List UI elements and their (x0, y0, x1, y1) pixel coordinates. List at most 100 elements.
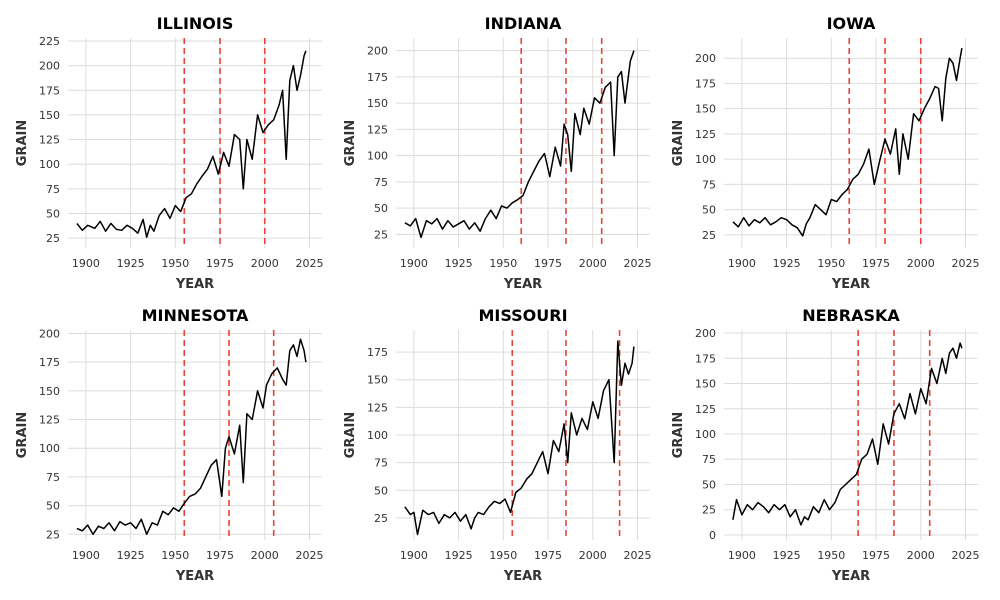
x-tick-label: 1925 (773, 257, 801, 270)
y-tick-label: 100 (39, 158, 60, 171)
y-axis-label: GRAIN (343, 120, 358, 166)
y-tick-label: 50 (46, 207, 60, 220)
chart-title: ILLINOIS (157, 14, 234, 33)
y-tick-label: 200 (367, 45, 388, 58)
y-axis-label: GRAIN (671, 120, 686, 166)
y-tick-label: 100 (695, 153, 716, 166)
x-tick-label: 1900 (728, 549, 756, 562)
x-tick-label: 1950 (817, 549, 845, 562)
y-tick-label: 175 (695, 352, 716, 365)
x-tick-label: 2000 (251, 549, 279, 562)
series-line (76, 338, 307, 536)
x-tick-label: 2025 (295, 257, 323, 270)
x-axis-label: YEAR (175, 277, 214, 292)
x-tick-label: 1925 (445, 549, 473, 562)
y-tick-label: 50 (702, 478, 716, 491)
y-tick-label: 75 (702, 453, 716, 466)
x-axis-label: YEAR (831, 277, 870, 292)
y-tick-label: 150 (39, 385, 60, 398)
x-tick-label: 2000 (579, 257, 607, 270)
y-tick-label: 0 (709, 529, 716, 542)
x-tick-label: 2000 (907, 257, 935, 270)
x-tick-label: 1900 (72, 257, 100, 270)
y-tick-label: 75 (374, 457, 388, 470)
series-line (732, 342, 963, 526)
x-tick-label: 1975 (206, 549, 234, 562)
y-tick-label: 150 (39, 109, 60, 122)
x-tick-label: 1950 (161, 257, 189, 270)
y-tick-label: 25 (46, 528, 60, 541)
chart-panel-nebraska: 1900 1925 1950 1975 2000 2025 0 25 50 75 100 125 150… (671, 306, 979, 584)
y-tick-label: 175 (367, 346, 388, 359)
y-tick-label: 25 (374, 512, 388, 525)
y-tick-label: 150 (367, 374, 388, 387)
chart-panel-illinois: 1900 1925 1950 1975 2000 2025 25 50 75 100 125 150 1… (15, 14, 323, 292)
y-tick-label: 100 (367, 150, 388, 163)
x-tick-label: 2000 (907, 549, 935, 562)
chart-title: MISSOURI (478, 306, 567, 325)
y-tick-label: 75 (374, 176, 388, 189)
y-tick-label: 125 (39, 134, 60, 147)
y-tick-label: 125 (367, 401, 388, 414)
x-axis-label: YEAR (503, 277, 542, 292)
y-tick-label: 100 (367, 429, 388, 442)
y-tick-label: 50 (702, 204, 716, 217)
y-axis-label: GRAIN (15, 412, 30, 458)
series-line (404, 50, 635, 239)
x-tick-label: 1975 (862, 549, 890, 562)
y-tick-label: 225 (39, 35, 60, 48)
y-tick-label: 50 (374, 484, 388, 497)
x-tick-label: 1925 (773, 549, 801, 562)
y-axis-label: GRAIN (671, 412, 686, 458)
x-tick-label: 2025 (295, 549, 323, 562)
x-tick-label: 1925 (117, 257, 145, 270)
x-tick-label: 1900 (400, 257, 428, 270)
y-tick-label: 175 (367, 71, 388, 84)
y-tick-label: 25 (702, 504, 716, 517)
y-tick-label: 125 (367, 123, 388, 136)
y-tick-label: 125 (695, 128, 716, 141)
x-tick-label: 1900 (400, 549, 428, 562)
y-tick-label: 25 (46, 232, 60, 245)
y-tick-label: 150 (367, 97, 388, 110)
x-tick-label: 1950 (817, 257, 845, 270)
x-tick-label: 1975 (534, 257, 562, 270)
y-tick-label: 200 (39, 60, 60, 73)
y-tick-label: 75 (46, 183, 60, 196)
x-tick-label: 1975 (534, 549, 562, 562)
x-tick-label: 1900 (728, 257, 756, 270)
x-tick-label: 2025 (951, 549, 979, 562)
chart-title: IOWA (827, 14, 876, 33)
x-tick-label: 2000 (251, 257, 279, 270)
y-tick-label: 25 (702, 229, 716, 242)
y-tick-label: 100 (695, 428, 716, 441)
x-axis-label: YEAR (831, 569, 870, 584)
x-tick-label: 2000 (579, 549, 607, 562)
series-line (404, 340, 635, 536)
y-tick-label: 125 (39, 414, 60, 427)
x-tick-label: 1975 (862, 257, 890, 270)
y-tick-label: 200 (695, 52, 716, 65)
chart-title: NEBRASKA (802, 306, 900, 325)
x-tick-label: 2025 (623, 257, 651, 270)
chart-panel-indiana: 1900 1925 1950 1975 2000 2025 25 50 75 100 125 150 1… (343, 14, 651, 292)
y-tick-label: 150 (695, 103, 716, 116)
chart-panel-missouri: 1900 1925 1950 1975 2000 2025 25 50 75 100 125 150 1… (343, 306, 651, 584)
chart-title: MINNESOTA (142, 306, 249, 325)
y-tick-label: 50 (46, 500, 60, 513)
chart-panel-iowa: 1900 1925 1950 1975 2000 2025 25 50 75 100 125 150 1… (671, 14, 979, 292)
y-axis-label: GRAIN (15, 120, 30, 166)
y-tick-label: 200 (695, 327, 716, 340)
y-tick-label: 175 (39, 356, 60, 369)
y-tick-label: 175 (39, 84, 60, 97)
x-tick-label: 1950 (489, 549, 517, 562)
y-tick-label: 75 (702, 178, 716, 191)
y-tick-label: 200 (39, 327, 60, 340)
y-axis-label: GRAIN (343, 412, 358, 458)
x-axis-label: YEAR (503, 569, 542, 584)
x-tick-label: 1950 (489, 257, 517, 270)
x-axis-label: YEAR (175, 569, 214, 584)
x-tick-label: 1925 (445, 257, 473, 270)
chart-panel-minnesota: 1900 1925 1950 1975 2000 2025 25 50 75 100 125 150 1… (15, 306, 323, 584)
